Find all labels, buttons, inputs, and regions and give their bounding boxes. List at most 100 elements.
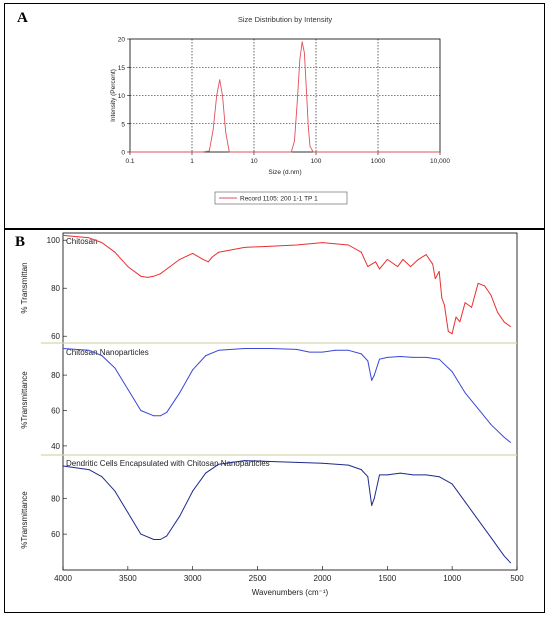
chart-b-data-point [179, 258, 181, 260]
chart-b-data-point [153, 275, 155, 277]
chart-b-plot-frame [62, 232, 518, 571]
chart-b-data-point [373, 374, 375, 376]
chart-b-y-tick-label: 60 [51, 407, 60, 416]
chart-a-data-point [208, 150, 210, 152]
chart-b-data-point [379, 474, 380, 476]
chart-b-y-tick-label: 40 [51, 442, 60, 451]
chart-b-data-point [244, 460, 246, 462]
chart-b-data-point [88, 469, 90, 471]
chart-b-data-point [497, 311, 498, 313]
chart-b-data-point [451, 371, 453, 373]
chart-b-y-tick-label: 80 [51, 494, 60, 503]
chart-b-data-point [477, 519, 479, 521]
chart-a-data-point [216, 95, 218, 96]
chart-b-data-point [379, 268, 380, 270]
chart-b-x-tick-label: 1500 [378, 574, 396, 583]
chart-b-data-point [347, 464, 349, 466]
chart-b-data-point [101, 355, 103, 357]
chart-b-data-point [510, 441, 511, 443]
chart-b-data-point [402, 258, 404, 260]
chart-b-x-tick-label: 2000 [314, 574, 332, 583]
chart-b-data-point [367, 266, 369, 268]
chart-a-legend-box [214, 191, 348, 205]
chart-b-spectrum-label: Chitosan [66, 237, 98, 246]
chart-b-data-point [386, 356, 388, 358]
chart-b-spectrum-line [62, 460, 511, 564]
chart-b-data-point [464, 302, 466, 304]
chart-b-data-point [360, 251, 362, 253]
chart-b-data-point [296, 244, 297, 246]
chart-b-data-point [166, 268, 168, 270]
chart-b-data-point [371, 379, 373, 381]
chart-b-data-point [309, 351, 310, 353]
chart-a-data-point [219, 79, 221, 81]
chart-b-data-point [397, 266, 399, 268]
chart-b-data-point [244, 246, 246, 248]
chart-b-data-point [441, 297, 443, 299]
panel-b-letter: B [15, 234, 26, 250]
chart-b-x-tick-label: 2500 [249, 574, 267, 583]
chart-a-data-point [290, 151, 292, 153]
chart-b-x-tick-label: 4000 [54, 574, 72, 583]
chart-a-y-tick-label: 10 [118, 93, 126, 100]
panel-a: A Size Distribution by Intensity 0.1 1 10 10… [4, 3, 545, 229]
chart-b-data-point [447, 330, 449, 332]
chart-b-data-point [334, 349, 336, 351]
chart-b-data-point [379, 358, 380, 360]
chart-b-y-axis-label: %Transmittance [20, 371, 29, 429]
chart-b-data-point [367, 476, 369, 478]
chart-a-data-point [202, 151, 204, 153]
chart-b-y-axis-label: %Transmittance [20, 491, 29, 549]
chart-b-data-point [192, 252, 194, 254]
chart-a-x-tick-label: 1 [190, 158, 194, 165]
chart-a-x-tick-label: 10,000 [430, 158, 450, 165]
chart-b-data-point [140, 410, 142, 411]
chart-b-data-point [140, 275, 142, 277]
chart-a-data-point [299, 58, 301, 60]
chart-a-data-point [309, 145, 311, 147]
chart-b-data-point [471, 306, 473, 308]
chart-a-data-point [225, 131, 227, 133]
chart-b-data-point [179, 515, 181, 517]
chart-b-data-point [510, 326, 511, 328]
chart-b-data-point [386, 258, 388, 260]
chart-b-data-point [438, 358, 440, 360]
chart-b-x-axis-label: Wavenumbers (cm⁻¹) [252, 588, 329, 597]
chart-b-data-point [360, 353, 362, 355]
chart-b-data-point [159, 415, 161, 417]
chart-a-data-point [303, 52, 305, 54]
chart-b-data-point [146, 276, 148, 278]
chart-b-data-point [296, 348, 297, 350]
chart-a-y-tick-label: 0 [121, 150, 125, 157]
chart-b-data-point [367, 360, 369, 362]
chart-b-data-point [455, 316, 457, 318]
chart-b-data-point [503, 555, 505, 557]
chart-b-data-point [153, 539, 155, 540]
chart-b-data-point [114, 367, 116, 369]
chart-b-data-point [166, 411, 168, 413]
chart-b-data-point [127, 388, 129, 390]
chart-b-data-point [477, 282, 479, 284]
chart-b-data-point [417, 258, 419, 260]
chart-b-data-point [438, 270, 440, 272]
chart-b-data-point [270, 245, 271, 247]
chart-b-data-point [410, 266, 412, 268]
chart-a-data-point [228, 151, 230, 153]
chart-a-data-point [305, 89, 307, 91]
chart-b-data-point [192, 369, 194, 371]
chart-b-data-point [490, 294, 492, 296]
ftir-spectra-chart: 60 80 100 % Transmittan Chitosan 40 60 80 %Trans… [20, 232, 524, 597]
panel-a-letter: A [17, 10, 28, 26]
chart-a-data-point [296, 100, 298, 102]
chart-b-data-point [464, 392, 466, 394]
chart-b-data-point [373, 497, 375, 499]
chart-b-data-point [425, 356, 427, 358]
chart-b-data-point [159, 539, 161, 540]
chart-b-spectrum-line [62, 348, 511, 443]
chart-b-y-axis-label: % Transmittan [20, 262, 29, 313]
chart-b-data-point [270, 461, 271, 462]
chart-b-data-point [62, 348, 64, 349]
chart-b-data-point [62, 234, 64, 236]
chart-b-data-point [375, 261, 377, 263]
